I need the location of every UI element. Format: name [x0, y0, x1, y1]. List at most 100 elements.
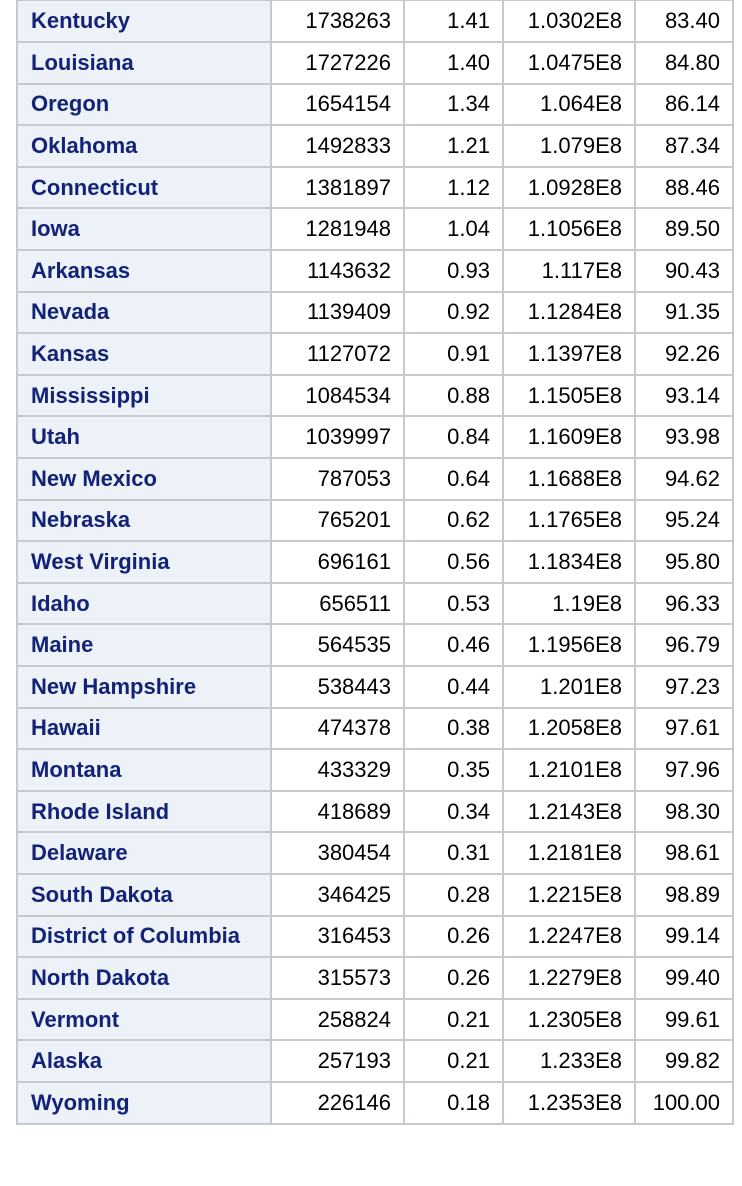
cell-cumulative-percent: 98.61 [634, 831, 734, 875]
cell-cumulative-percent: 96.33 [634, 581, 734, 626]
row-header-state: New Hampshire [16, 665, 272, 709]
cell-cumulative-percent: 99.82 [634, 1039, 734, 1083]
cell-cumulative-frequency: 1.2101E8 [502, 748, 636, 792]
cell-percent: 1.04 [403, 207, 504, 252]
cell-frequency: 1039997 [270, 415, 405, 460]
cell-percent: 0.21 [403, 997, 504, 1042]
table-row: North Dakota 315573 0.26 1.2279E8 99.40 [16, 956, 734, 1000]
table-row: Connecticut 1381897 1.12 1.0928E8 88.46 [16, 165, 734, 210]
row-header-state: Hawaii [16, 706, 272, 751]
row-header-state: South Dakota [16, 872, 272, 917]
frequency-table: Kentucky 1738263 1.41 1.0302E8 83.40 Louisian… [16, 0, 734, 1125]
cell-frequency: 765201 [270, 498, 405, 543]
cell-percent: 0.53 [403, 581, 504, 626]
cell-cumulative-frequency: 1.2058E8 [502, 706, 636, 751]
cell-cumulative-frequency: 1.0928E8 [502, 165, 636, 210]
cell-frequency: 1738263 [270, 0, 405, 44]
cell-frequency: 316453 [270, 914, 405, 959]
row-header-state: Arkansas [16, 249, 272, 293]
cell-cumulative-frequency: 1.2181E8 [502, 831, 636, 875]
cell-percent: 1.40 [403, 41, 504, 85]
cell-frequency: 346425 [270, 872, 405, 917]
cell-cumulative-frequency: 1.0475E8 [502, 41, 636, 85]
row-header-state: Rhode Island [16, 789, 272, 834]
cell-cumulative-percent: 98.30 [634, 789, 734, 834]
cell-cumulative-frequency: 1.201E8 [502, 665, 636, 709]
cell-cumulative-frequency: 1.1056E8 [502, 207, 636, 252]
cell-frequency: 564535 [270, 623, 405, 667]
cell-cumulative-percent: 91.35 [634, 290, 734, 335]
cell-percent: 0.26 [403, 914, 504, 959]
table-row: Kansas 1127072 0.91 1.1397E8 92.26 [16, 332, 734, 376]
table-row: Arkansas 1143632 0.93 1.117E8 90.43 [16, 249, 734, 293]
row-header-state: Oregon [16, 82, 272, 127]
cell-cumulative-frequency: 1.19E8 [502, 581, 636, 626]
cell-cumulative-frequency: 1.2143E8 [502, 789, 636, 834]
table-row: Vermont 258824 0.21 1.2305E8 99.61 [16, 997, 734, 1042]
cell-cumulative-percent: 95.24 [634, 498, 734, 543]
cell-cumulative-frequency: 1.1505E8 [502, 373, 636, 418]
table-row: Montana 433329 0.35 1.2101E8 97.96 [16, 748, 734, 792]
cell-cumulative-frequency: 1.1688E8 [502, 457, 636, 501]
row-header-state: Vermont [16, 997, 272, 1042]
cell-cumulative-percent: 92.26 [634, 332, 734, 376]
table-row: Kentucky 1738263 1.41 1.0302E8 83.40 [16, 0, 734, 44]
cell-percent: 0.84 [403, 415, 504, 460]
cell-cumulative-frequency: 1.117E8 [502, 249, 636, 293]
row-header-state: Idaho [16, 581, 272, 626]
table-row: Nebraska 765201 0.62 1.1765E8 95.24 [16, 498, 734, 543]
cell-frequency: 474378 [270, 706, 405, 751]
table-row: Idaho 656511 0.53 1.19E8 96.33 [16, 581, 734, 626]
cell-frequency: 1727226 [270, 41, 405, 85]
cell-frequency: 380454 [270, 831, 405, 875]
table-row: Iowa 1281948 1.04 1.1056E8 89.50 [16, 207, 734, 252]
row-header-state: Connecticut [16, 165, 272, 210]
cell-frequency: 418689 [270, 789, 405, 834]
row-header-state: Kansas [16, 332, 272, 376]
cell-cumulative-percent: 96.79 [634, 623, 734, 667]
cell-percent: 1.21 [403, 124, 504, 168]
cell-percent: 0.35 [403, 748, 504, 792]
cell-frequency: 656511 [270, 581, 405, 626]
cell-cumulative-percent: 97.96 [634, 748, 734, 792]
table-row: West Virginia 696161 0.56 1.1834E8 95.80 [16, 540, 734, 584]
cell-cumulative-frequency: 1.2305E8 [502, 997, 636, 1042]
cell-cumulative-frequency: 1.2279E8 [502, 956, 636, 1000]
cell-percent: 0.92 [403, 290, 504, 335]
table-row: New Mexico 787053 0.64 1.1688E8 94.62 [16, 457, 734, 501]
cell-cumulative-percent: 99.14 [634, 914, 734, 959]
cell-percent: 0.18 [403, 1080, 504, 1125]
cell-percent: 1.12 [403, 165, 504, 210]
cell-cumulative-frequency: 1.1956E8 [502, 623, 636, 667]
table-row: South Dakota 346425 0.28 1.2215E8 98.89 [16, 872, 734, 917]
cell-frequency: 1281948 [270, 207, 405, 252]
cell-percent: 0.44 [403, 665, 504, 709]
cell-cumulative-frequency: 1.2215E8 [502, 872, 636, 917]
table-row: District of Columbia 316453 0.26 1.2247E8 99… [16, 914, 734, 959]
cell-frequency: 257193 [270, 1039, 405, 1083]
cell-cumulative-percent: 97.61 [634, 706, 734, 751]
table-row: New Hampshire 538443 0.44 1.201E8 97.23 [16, 665, 734, 709]
table-row: Utah 1039997 0.84 1.1609E8 93.98 [16, 415, 734, 460]
cell-cumulative-frequency: 1.1834E8 [502, 540, 636, 584]
row-header-state: New Mexico [16, 457, 272, 501]
cell-frequency: 226146 [270, 1080, 405, 1125]
cell-frequency: 1654154 [270, 82, 405, 127]
cell-cumulative-percent: 89.50 [634, 207, 734, 252]
cell-cumulative-percent: 83.40 [634, 0, 734, 44]
cell-percent: 0.31 [403, 831, 504, 875]
cell-frequency: 1381897 [270, 165, 405, 210]
cell-percent: 1.41 [403, 0, 504, 44]
cell-frequency: 538443 [270, 665, 405, 709]
table-row: Wyoming 226146 0.18 1.2353E8 100.00 [16, 1080, 734, 1125]
cell-frequency: 787053 [270, 457, 405, 501]
cell-cumulative-percent: 97.23 [634, 665, 734, 709]
row-header-state: Utah [16, 415, 272, 460]
table-row: Louisiana 1727226 1.40 1.0475E8 84.80 [16, 41, 734, 85]
cell-cumulative-percent: 90.43 [634, 249, 734, 293]
cell-cumulative-percent: 84.80 [634, 41, 734, 85]
row-header-state: Kentucky [16, 0, 272, 44]
cell-percent: 1.34 [403, 82, 504, 127]
cell-cumulative-frequency: 1.1765E8 [502, 498, 636, 543]
cell-cumulative-frequency: 1.233E8 [502, 1039, 636, 1083]
